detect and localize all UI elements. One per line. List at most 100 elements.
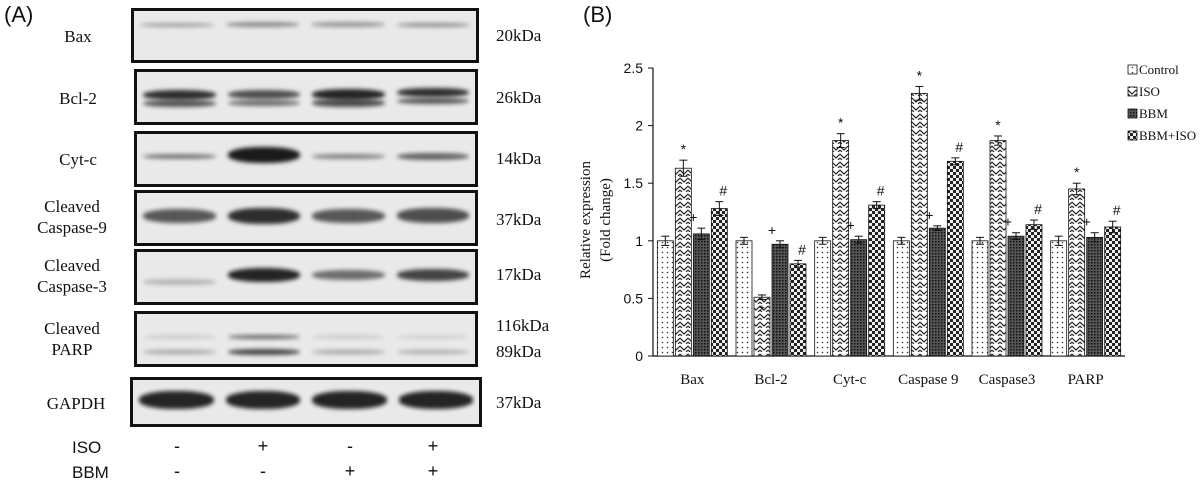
- blot-band: [396, 335, 469, 339]
- blot-band: [143, 154, 216, 159]
- panel-b-label: (B): [583, 2, 613, 27]
- legend-label: Control: [1139, 62, 1179, 77]
- blot-band: [227, 348, 300, 355]
- blot-band: [398, 390, 473, 409]
- blot-band: [225, 22, 299, 28]
- blot-label: Cleaved PARP: [44, 319, 100, 359]
- bar-control: [892, 240, 910, 357]
- legend-label: BBM+ISO: [1139, 128, 1196, 143]
- significance-mark: *: [917, 67, 923, 83]
- significance-mark: #: [955, 139, 963, 155]
- blot-label: Cleaved Caspase-3: [37, 256, 107, 296]
- treatment-sign: +: [427, 461, 439, 481]
- blot-band: [227, 334, 300, 339]
- blot-band: [396, 97, 469, 104]
- chart-svg: 0 0.5 1 1.5 2 2.5 Relative expression (Fold cha…: [578, 60, 1196, 388]
- blot-6: [134, 311, 478, 367]
- significance-mark: +: [1004, 214, 1012, 230]
- legend-swatch: [1127, 108, 1138, 119]
- x-tick-label: Caspase 9: [898, 372, 958, 388]
- legend-label: BBM: [1139, 106, 1168, 121]
- treatment-sign: +: [427, 436, 439, 456]
- significance-mark: #: [719, 183, 727, 199]
- blot-3: [134, 131, 478, 187]
- blot-band: [312, 208, 385, 223]
- blot-band: [312, 99, 385, 107]
- significance-mark: *: [838, 115, 844, 131]
- treatment-label: ISO: [72, 438, 102, 457]
- blot-band: [312, 335, 385, 339]
- blot-band: [140, 22, 214, 27]
- significance-mark: +: [925, 207, 933, 223]
- x-tick-label: Caspase3: [979, 372, 1036, 388]
- kda-label: 20kDa: [496, 26, 542, 45]
- blot-band: [396, 87, 469, 97]
- significance-mark: #: [1113, 202, 1121, 218]
- bar-control: [1050, 240, 1068, 357]
- blot-band: [227, 147, 300, 163]
- bar-bbm: [928, 227, 946, 357]
- blot-band: [396, 22, 470, 27]
- bar-bbm: [1086, 236, 1104, 357]
- x-tick-label: Bcl-2: [754, 372, 787, 388]
- y-axis-label: Relative expression: [578, 161, 594, 279]
- blot-band: [143, 279, 216, 285]
- blot-band: [312, 154, 385, 159]
- treatment-sign: +: [344, 461, 356, 481]
- blot-band: [143, 335, 216, 339]
- blot-band: [227, 267, 300, 282]
- significance-mark: *: [759, 302, 765, 318]
- bar-bbm-iso: [946, 160, 964, 357]
- treatment-sign: -: [260, 461, 266, 481]
- x-tick-label: PARP: [1068, 372, 1104, 388]
- legend-swatch: [1127, 130, 1138, 141]
- blot-5: [134, 249, 478, 305]
- blot-band: [227, 90, 300, 99]
- kda-label: 116kDa: [496, 316, 550, 335]
- blot-band: [227, 100, 300, 107]
- significance-mark: +: [768, 222, 776, 238]
- y-tick-label: 2.5: [624, 60, 644, 76]
- bar-control: [735, 240, 753, 357]
- bar-control: [814, 240, 832, 357]
- bar-bbm-iso: [1025, 224, 1043, 357]
- y-tick-label: 2: [635, 118, 643, 134]
- significance-mark: *: [681, 141, 687, 157]
- bar-bbm: [850, 239, 868, 357]
- significance-mark: #: [798, 241, 806, 257]
- kda-label: 17kDa: [496, 265, 542, 284]
- treatment-sign: +: [257, 436, 269, 456]
- kda-label: 26kDa: [496, 88, 542, 107]
- treatment-sign: -: [347, 436, 353, 456]
- blot-band: [312, 89, 385, 100]
- legend-label: ISO: [1139, 84, 1160, 99]
- bar-control: [971, 240, 989, 357]
- kda-label: 89kDa: [496, 342, 542, 361]
- blot-label: GAPDH: [46, 394, 106, 413]
- significance-mark: *: [1074, 164, 1080, 180]
- bar-bbm-iso: [868, 204, 886, 357]
- blot-band: [396, 349, 469, 354]
- y-tick-label: 1.5: [624, 175, 644, 191]
- significance-mark: +: [847, 217, 855, 233]
- blot-label: Bax: [64, 27, 92, 46]
- y-tick-label: 1: [635, 233, 643, 249]
- bar-iso: [989, 140, 1007, 357]
- blot-label: Cleaved Caspase-9: [37, 197, 107, 237]
- y-axis-label: (Fold change): [598, 178, 614, 262]
- x-tick-label: Cyt-c: [833, 372, 867, 388]
- bar-iso: [910, 92, 928, 357]
- treatment-label: BBM: [72, 463, 109, 482]
- legend-swatch: [1127, 64, 1138, 75]
- blot-band: [312, 349, 385, 354]
- blot-band: [225, 390, 300, 409]
- significance-mark: +: [689, 209, 697, 225]
- significance-mark: #: [877, 183, 885, 199]
- kda-label: 37kDa: [496, 210, 542, 229]
- bar-bbm-iso: [710, 208, 728, 357]
- bar-bbm-iso: [789, 263, 807, 357]
- blot-band: [143, 349, 216, 354]
- blot-2: [134, 69, 478, 125]
- y-tick-label: 0: [635, 348, 643, 364]
- blot-band: [396, 268, 469, 281]
